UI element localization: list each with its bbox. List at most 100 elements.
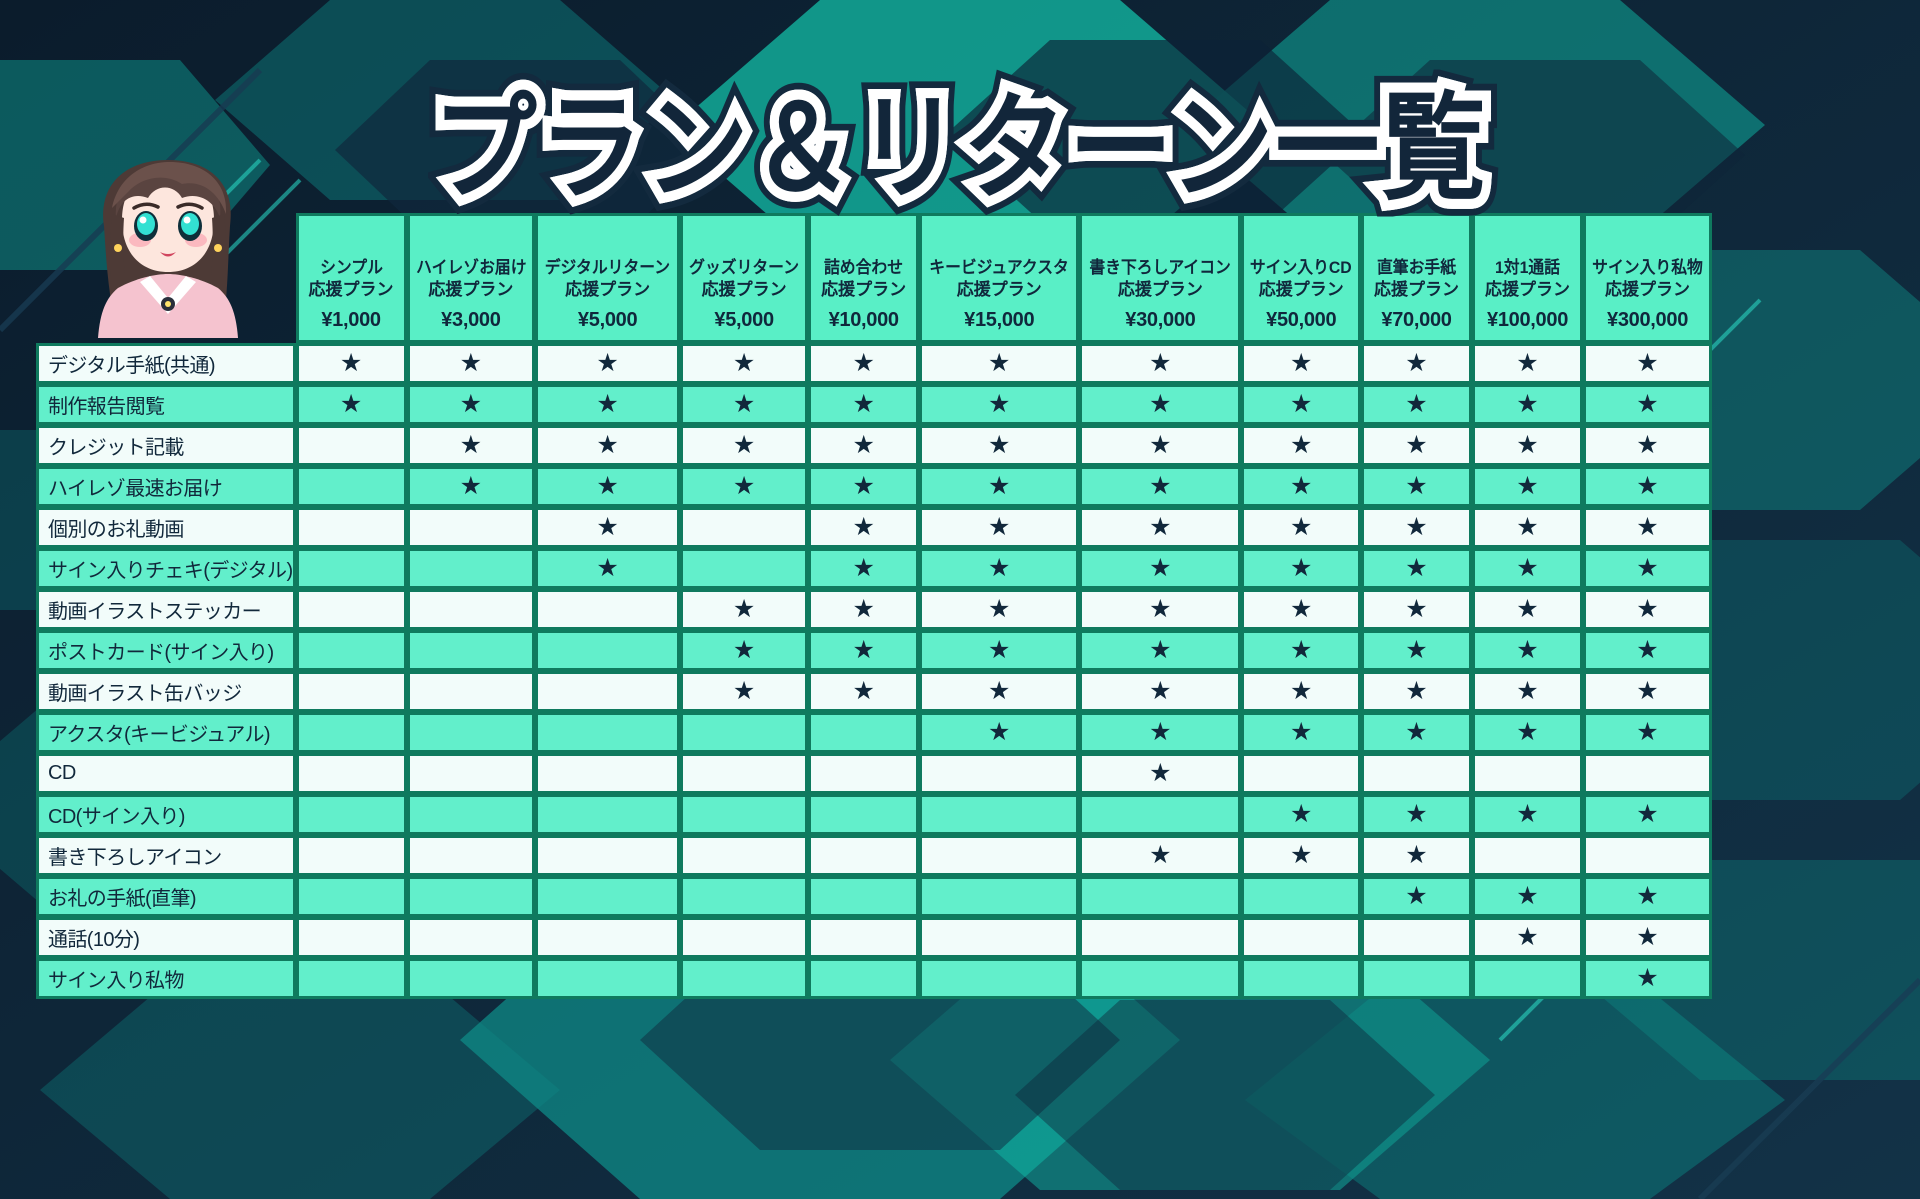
cell-included: ★ [1583, 876, 1713, 917]
plan-price: ¥300,000 [1607, 308, 1689, 331]
star-icon: ★ [988, 636, 1011, 664]
cell-included: ★ [1241, 384, 1362, 425]
star-icon: ★ [1149, 677, 1172, 705]
star-icon: ★ [1636, 513, 1659, 541]
cell-empty [295, 835, 407, 876]
cell-included: ★ [808, 466, 920, 507]
table-row: 制作報告閲覧 ★ ★ ★ ★ ★ ★ ★ ★ ★ ★ ★ [36, 384, 1713, 425]
plan-name-line2: 応援プラン [565, 279, 651, 299]
plan-name-line2: 応援プラン [701, 279, 787, 299]
star-icon: ★ [732, 390, 756, 418]
mascot-character-illustration [98, 160, 238, 338]
star-icon: ★ [596, 431, 619, 459]
table-row: 通話(10分) ★ ★ [36, 917, 1713, 958]
plan-name-line1: 詰め合わせ [824, 258, 904, 278]
star-icon: ★ [1290, 636, 1313, 664]
cell-empty [680, 548, 809, 589]
plan-column-header-5[interactable]: 詰め合わせ 応援プラン ¥10,000 [808, 213, 920, 343]
cell-empty [535, 712, 681, 753]
star-icon: ★ [1290, 595, 1313, 623]
star-icon: ★ [459, 390, 483, 418]
plan-name-line1: 1対1通話 [1494, 258, 1561, 278]
return-item-label: 動画イラスト缶バッジ [36, 671, 296, 712]
cell-included: ★ [919, 507, 1080, 548]
plan-column-header-7[interactable]: 書き下ろしアイコン 応援プラン ¥30,000 [1079, 213, 1242, 343]
star-icon: ★ [988, 595, 1011, 623]
star-icon: ★ [1636, 882, 1659, 910]
return-item-label: サイン入り私物 [36, 958, 296, 999]
return-item-label: クレジット記載 [36, 425, 296, 466]
cell-included: ★ [1583, 958, 1713, 999]
return-item-label: ハイレゾ最速お届け [36, 466, 296, 507]
cell-empty [406, 876, 536, 917]
cell-included: ★ [1583, 466, 1713, 507]
cell-empty [295, 548, 407, 589]
star-icon: ★ [1405, 882, 1428, 910]
plan-column-header-10[interactable]: 1対1通話 応援プラン ¥100,000 [1472, 213, 1584, 343]
cell-included: ★ [1472, 343, 1584, 384]
cell-included: ★ [808, 548, 920, 589]
cell-included: ★ [1472, 794, 1584, 835]
plan-column-header-8[interactable]: サイン入りCD 応援プラン ¥50,000 [1241, 213, 1362, 343]
table-row: ポストカード(サイン入り) ★ ★ ★ ★ ★ ★ ★ ★ [36, 630, 1713, 671]
cell-included: ★ [808, 630, 920, 671]
return-item-label: アクスタ(キービジュアル) [36, 712, 296, 753]
plan-column-header-1[interactable]: シンプル 応援プラン ¥1,000 [295, 213, 407, 343]
star-icon: ★ [1405, 800, 1428, 828]
star-icon: ★ [732, 677, 756, 705]
cell-empty [919, 835, 1080, 876]
cell-included: ★ [1361, 876, 1473, 917]
cell-empty [535, 589, 681, 630]
cell-included: ★ [1241, 630, 1362, 671]
table-row: クレジット記載 ★ ★ ★ ★ ★ ★ ★ ★ ★ ★ [36, 425, 1713, 466]
cell-included: ★ [1079, 753, 1242, 794]
plan-column-header-11[interactable]: サイン入り私物 応援プラン ¥300,000 [1583, 213, 1713, 343]
cell-empty [808, 794, 920, 835]
star-icon: ★ [1149, 841, 1172, 869]
cell-empty [1241, 876, 1362, 917]
cell-empty [535, 835, 681, 876]
cell-empty [406, 917, 536, 958]
star-icon: ★ [1516, 923, 1539, 951]
return-item-label: 動画イラストステッカー [36, 589, 296, 630]
plan-name-line2: 応援プラン [308, 279, 394, 299]
star-icon: ★ [1636, 595, 1659, 623]
cell-empty [295, 794, 407, 835]
cell-empty [680, 917, 809, 958]
table-row: 動画イラストステッカー ★ ★ ★ ★ ★ ★ ★ ★ [36, 589, 1713, 630]
star-icon: ★ [1149, 636, 1172, 664]
star-icon: ★ [1405, 718, 1428, 746]
plan-column-header-2[interactable]: ハイレゾお届け 応援プラン ¥3,000 [406, 213, 536, 343]
plan-column-header-6[interactable]: キービジュアクスタ 応援プラン ¥15,000 [919, 213, 1080, 343]
cell-empty [919, 876, 1080, 917]
cell-included: ★ [1583, 917, 1713, 958]
cell-included: ★ [535, 507, 681, 548]
cell-included: ★ [1241, 343, 1362, 384]
star-icon: ★ [1149, 390, 1172, 418]
star-icon: ★ [732, 472, 756, 500]
cell-included: ★ [808, 589, 920, 630]
cell-empty [919, 917, 1080, 958]
star-icon: ★ [1149, 472, 1172, 500]
cell-included: ★ [535, 384, 681, 425]
table-row: お礼の手紙(直筆) ★ ★ ★ [36, 876, 1713, 917]
cell-empty [680, 794, 809, 835]
star-icon: ★ [1516, 431, 1539, 459]
plan-column-header-3[interactable]: デジタルリターン 応援プラン ¥5,000 [535, 213, 681, 343]
plan-column-header-9[interactable]: 直筆お手紙 応援プラン ¥70,000 [1361, 213, 1473, 343]
cell-empty [1583, 835, 1713, 876]
star-icon: ★ [1516, 349, 1539, 377]
plan-price: ¥3,000 [441, 308, 501, 331]
cell-empty [406, 671, 536, 712]
cell-empty [1472, 753, 1584, 794]
cell-included: ★ [535, 466, 681, 507]
star-icon: ★ [1516, 513, 1539, 541]
star-icon: ★ [1405, 431, 1428, 459]
star-icon: ★ [459, 431, 483, 459]
star-icon: ★ [1290, 513, 1313, 541]
cell-included: ★ [1241, 794, 1362, 835]
star-icon: ★ [1636, 964, 1659, 992]
plan-price: ¥100,000 [1487, 308, 1569, 331]
plan-column-header-4[interactable]: グッズリターン 応援プラン ¥5,000 [680, 213, 809, 343]
plan-price: ¥5,000 [577, 308, 638, 331]
